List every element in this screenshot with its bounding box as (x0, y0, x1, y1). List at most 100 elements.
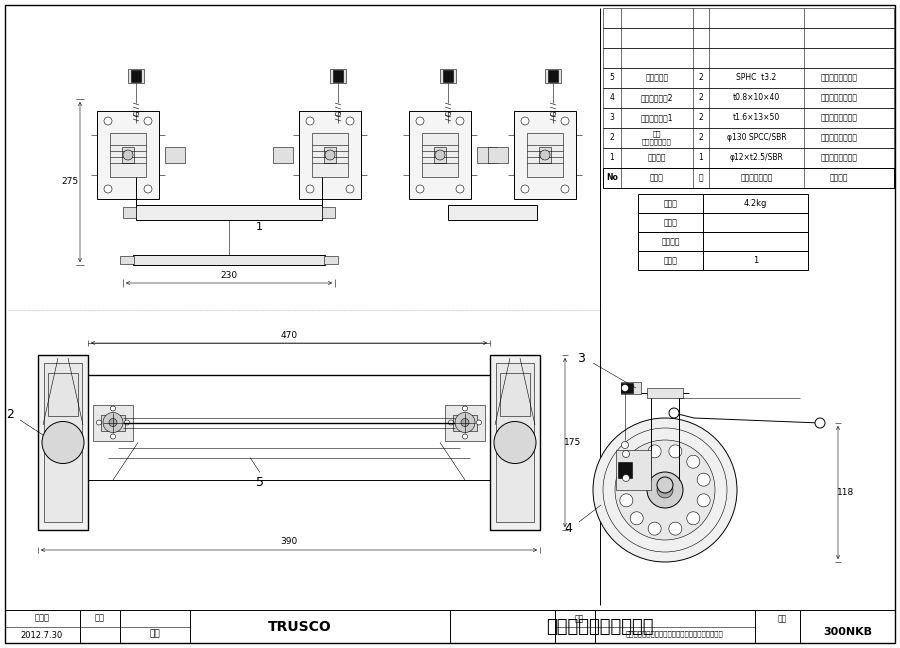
Bar (434, 147, 446, 163)
Text: φ12×t2.5/SBR: φ12×t2.5/SBR (730, 154, 783, 163)
Text: 3: 3 (609, 113, 615, 122)
Bar (44, 363, 82, 522)
Text: 作成日: 作成日 (34, 614, 50, 623)
Bar (514, 111, 576, 199)
Bar (133, 255, 325, 265)
Circle shape (623, 450, 629, 457)
Text: 5: 5 (256, 476, 264, 489)
Text: SPHC  t3.2: SPHC t3.2 (736, 73, 777, 82)
Circle shape (448, 420, 454, 425)
Text: 検図: 検図 (95, 614, 105, 623)
Bar (448, 205, 537, 220)
Circle shape (123, 150, 133, 160)
Bar (443, 70, 453, 82)
Text: 4: 4 (609, 93, 615, 102)
Bar (312, 133, 348, 177)
Text: 3: 3 (577, 351, 585, 364)
Bar (548, 70, 558, 82)
Text: 1: 1 (609, 154, 615, 163)
Bar (616, 450, 651, 490)
Circle shape (561, 185, 569, 193)
Circle shape (669, 445, 682, 458)
Bar (490, 355, 540, 530)
Text: 数: 数 (698, 174, 703, 183)
Text: TRUSCO: TRUSCO (268, 620, 332, 634)
Bar (621, 383, 633, 393)
Circle shape (648, 445, 662, 458)
Bar (422, 133, 458, 177)
Circle shape (111, 434, 115, 439)
Bar (299, 111, 361, 199)
Bar (527, 133, 563, 177)
Bar (324, 256, 338, 264)
Bar (333, 70, 343, 82)
Circle shape (416, 117, 424, 125)
Circle shape (104, 185, 112, 193)
Bar (101, 415, 125, 430)
Text: 三価クロムメッキ: 三価クロムメッキ (821, 73, 858, 82)
Bar (38, 355, 88, 530)
Bar (496, 363, 534, 522)
Bar (409, 111, 471, 199)
Text: 表面処理: 表面処理 (830, 174, 848, 183)
Text: 390: 390 (281, 537, 298, 546)
Bar (48, 373, 78, 416)
Text: 1: 1 (753, 256, 758, 265)
Circle shape (669, 522, 682, 535)
Circle shape (561, 117, 569, 125)
Text: 引っ張りバネ2: 引っ張りバネ2 (641, 93, 673, 102)
Text: トラスコ中山株式会社: トラスコ中山株式会社 (546, 618, 653, 636)
Text: 175: 175 (564, 438, 581, 447)
Text: 2: 2 (698, 93, 704, 102)
Circle shape (103, 413, 123, 432)
Text: 118: 118 (837, 488, 855, 497)
Circle shape (615, 440, 715, 540)
Bar (539, 147, 551, 163)
Bar (136, 205, 322, 220)
Circle shape (815, 418, 825, 428)
Circle shape (622, 441, 628, 448)
Bar (603, 128, 894, 148)
Bar (545, 69, 561, 83)
Text: 1: 1 (256, 222, 263, 232)
Circle shape (416, 185, 424, 193)
Text: 三価クロムメッキ: 三価クロムメッキ (821, 154, 858, 163)
Text: 青木: 青木 (149, 629, 160, 638)
Text: 2: 2 (698, 73, 704, 82)
Circle shape (521, 185, 529, 193)
Bar (128, 69, 144, 83)
Circle shape (144, 185, 152, 193)
Bar (638, 251, 808, 270)
Bar (647, 388, 683, 398)
Text: 5: 5 (609, 73, 615, 82)
Text: 230: 230 (220, 270, 238, 279)
Text: 三価クロムメッキ: 三価クロムメッキ (821, 113, 858, 122)
Text: 材質、厚／品番: 材質、厚／品番 (741, 174, 773, 183)
Bar (123, 207, 136, 218)
Text: 1: 1 (698, 154, 704, 163)
Circle shape (456, 117, 464, 125)
Circle shape (494, 421, 536, 463)
Circle shape (124, 420, 130, 425)
Circle shape (435, 150, 445, 160)
Bar (603, 8, 894, 28)
Bar (603, 88, 894, 108)
Text: 引っ張りバネ1: 引っ張りバネ1 (641, 113, 673, 122)
Bar (638, 213, 808, 232)
Bar (638, 194, 808, 213)
Circle shape (630, 455, 644, 469)
Circle shape (346, 185, 354, 193)
Bar (120, 256, 134, 264)
Circle shape (540, 150, 550, 160)
Circle shape (698, 473, 710, 486)
Circle shape (623, 474, 629, 481)
Bar (603, 48, 894, 68)
Circle shape (456, 185, 464, 193)
Bar (110, 133, 146, 177)
Text: φ130 SPCC/SBR: φ130 SPCC/SBR (726, 133, 787, 143)
Text: 品名: 品名 (575, 614, 584, 623)
Circle shape (647, 472, 683, 508)
Bar (131, 70, 141, 82)
Bar (445, 404, 485, 441)
Bar (488, 147, 508, 163)
